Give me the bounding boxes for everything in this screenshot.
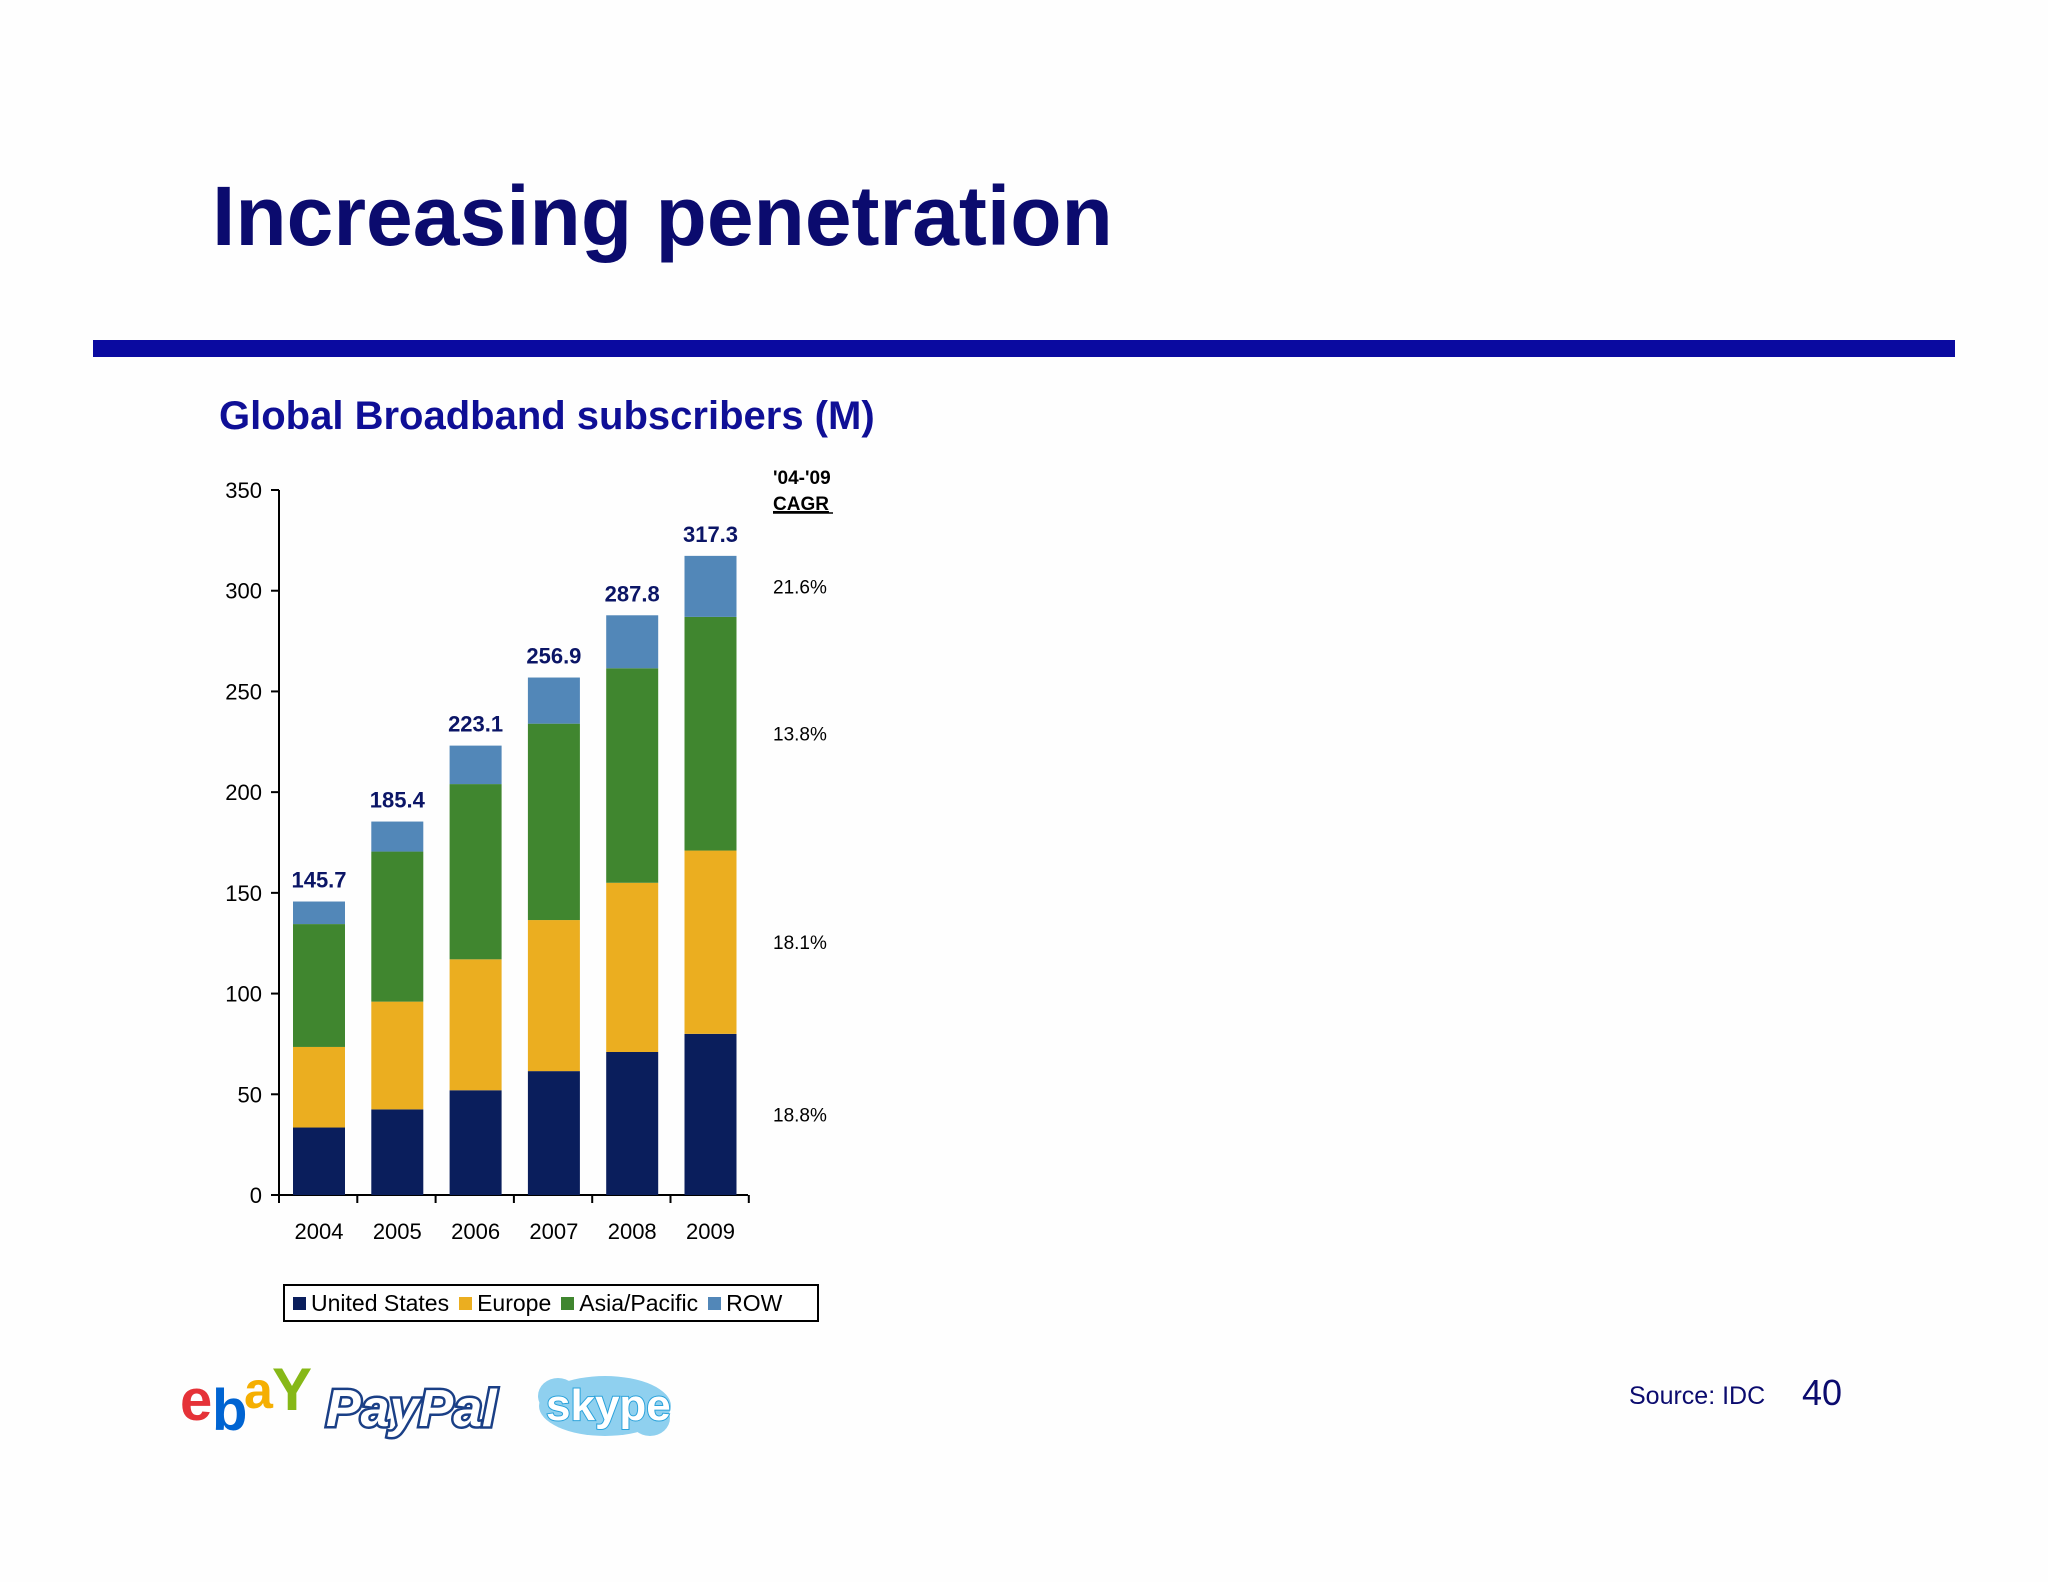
paypal-logo-text: PayPal [326, 1380, 498, 1438]
bar-segment-europe [293, 1046, 345, 1128]
y-tick-label: 50 [238, 1082, 262, 1107]
cagr-header-years: '04-'09 [773, 468, 831, 489]
bar-segment-asia-pacific [606, 668, 659, 883]
bar-segment-europe [371, 1001, 424, 1110]
legend-item-asia-pacific: Asia/Pacific [561, 1290, 698, 1317]
bar-segment-asia-pacific [293, 924, 345, 1047]
ebay-logo-b: b [212, 1378, 247, 1443]
bar-segment-row [684, 555, 737, 617]
y-tick-label: 350 [225, 478, 262, 503]
y-tick-label: 300 [225, 579, 262, 604]
source-note: Source: IDC [1629, 1382, 1766, 1410]
ebay-logo-y: Y [272, 1358, 312, 1423]
ebay-logo-e: e [180, 1368, 212, 1433]
legend-swatch-row [708, 1296, 722, 1310]
bar-segment-row [606, 615, 659, 669]
bar-segment-row [527, 677, 580, 724]
x-tick-label: 2005 [373, 1219, 422, 1244]
paypal-logo: PayPal [324, 1378, 501, 1441]
bar-segment-united-states [449, 1090, 502, 1195]
y-tick-label: 100 [225, 982, 262, 1007]
page-number: 40 [1802, 1372, 1843, 1413]
legend-label: Asia/Pacific [579, 1289, 699, 1316]
legend-label: ROW [726, 1289, 783, 1316]
ebay-logo: e b a Y [180, 1358, 312, 1443]
bar-total-label: 287.8 [605, 581, 660, 606]
bar-segment-row [449, 745, 502, 785]
cagr-header-label: CAGR [773, 494, 829, 515]
bar-segment-row [293, 901, 345, 925]
bar-segment-asia-pacific [371, 851, 424, 1002]
chart-legend: United States Europe Asia/Pacific ROW [283, 1284, 819, 1322]
y-tick-label: 0 [250, 1183, 262, 1208]
brand-logos: e b a Y PayPal skype [180, 1358, 672, 1443]
bar-segment-europe [449, 959, 502, 1091]
bar-segment-united-states [527, 1071, 580, 1195]
legend-item-united-states: United States [293, 1290, 449, 1317]
bar-total-label: 185.4 [370, 788, 426, 813]
ebay-logo-a: a [244, 1362, 274, 1420]
legend-swatch-asia-pacific [561, 1296, 575, 1310]
cagr-value-row: 21.6% [773, 577, 827, 598]
cagr-value-asia-pacific: 13.8% [773, 725, 827, 746]
x-tick-label: 2006 [451, 1219, 500, 1244]
legend-swatch-united-states [293, 1296, 306, 1310]
bar-segment-asia-pacific [449, 784, 502, 960]
legend-item-row: ROW [708, 1290, 782, 1317]
bar-total-label: 145.7 [291, 868, 346, 893]
bar-total-label: 223.1 [448, 712, 503, 737]
legend-label: United States [311, 1289, 450, 1316]
y-tick-label: 200 [225, 780, 262, 805]
slide-title: Increasing penetration [212, 169, 1113, 263]
bar-segment-asia-pacific [527, 723, 580, 921]
x-tick-label: 2008 [608, 1219, 657, 1244]
cagr-value-united-states: 18.8% [773, 1105, 827, 1126]
x-tick-label: 2007 [529, 1219, 578, 1244]
legend-label: Europe [477, 1289, 552, 1316]
bar-segment-asia-pacific [684, 616, 737, 851]
skype-logo-text: skype [546, 1381, 671, 1430]
bar-segment-europe [684, 850, 737, 1034]
legend-item-europe: Europe [459, 1290, 551, 1317]
bar-segment-row [371, 821, 424, 852]
bar-total-label: 317.3 [683, 522, 738, 547]
title-divider [93, 340, 1955, 357]
bar-total-label: 256.9 [526, 644, 581, 669]
y-tick-label: 150 [225, 881, 262, 906]
bar-segment-europe [527, 920, 580, 1072]
bar-segment-united-states [684, 1033, 737, 1195]
y-tick-label: 250 [225, 679, 262, 704]
bar-segment-united-states [293, 1127, 345, 1195]
x-tick-label: 2004 [295, 1219, 344, 1244]
cagr-value-europe: 18.1% [773, 933, 827, 954]
bar-segment-united-states [606, 1051, 659, 1195]
bar-segment-europe [606, 882, 659, 1052]
legend-swatch-europe [459, 1296, 473, 1310]
chart-subtitle: Global Broadband subscribers (M) [219, 394, 875, 438]
bar-segment-united-states [371, 1109, 424, 1195]
x-tick-label: 2009 [686, 1219, 735, 1244]
skype-logo: skype [538, 1376, 672, 1436]
